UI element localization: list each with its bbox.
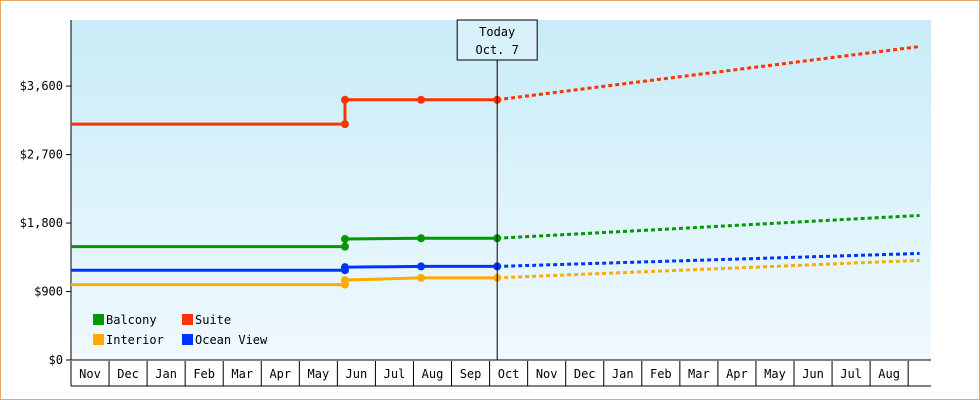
legend-label-ocean-view: Ocean View <box>195 333 268 347</box>
month-label: Jan <box>612 367 634 381</box>
month-label: Sep <box>460 367 482 381</box>
series-interior <box>71 258 920 289</box>
today-date: Oct. 7 <box>476 43 519 57</box>
legend-swatch-balcony <box>93 314 104 325</box>
today-label: Today <box>479 25 515 39</box>
data-point-suite <box>417 95 426 104</box>
month-label: Feb <box>650 367 672 381</box>
month-label: Mar <box>231 367 253 381</box>
month-label: Feb <box>193 367 215 381</box>
today-box <box>456 19 538 61</box>
series-layer <box>71 45 920 289</box>
series-projection-balcony <box>497 213 920 240</box>
legend-label-suite: Suite <box>195 313 231 327</box>
y-tick-label: $0 <box>49 353 63 367</box>
legend-swatch-ocean-view <box>182 334 193 345</box>
month-label: Dec <box>574 367 596 381</box>
month-label: Dec <box>117 367 139 381</box>
series-projection-ocean-view <box>497 251 920 268</box>
data-point-ocean-view <box>340 263 349 272</box>
month-label: Nov <box>536 367 558 381</box>
data-point-ocean-view <box>417 262 426 271</box>
month-label: Jul <box>384 367 406 381</box>
plot-area <box>71 20 931 360</box>
data-point-balcony <box>417 234 426 243</box>
legend-label-interior: Interior <box>106 333 164 347</box>
month-label: Apr <box>269 367 291 381</box>
month-label: Apr <box>726 367 748 381</box>
month-label: Nov <box>79 367 101 381</box>
axes: $0 $900 $1,800 $2,700 $3,600 Nov Dec Jan Feb Mar A… <box>20 20 931 387</box>
month-label: Jun <box>802 367 824 381</box>
month-label: Mar <box>688 367 710 381</box>
y-tick-label: $1,800 <box>20 216 63 230</box>
series-balcony <box>71 213 920 251</box>
data-point-suite <box>340 95 349 104</box>
month-label: May <box>308 367 330 381</box>
series-projection-interior <box>497 258 920 280</box>
data-point-suite <box>340 120 349 129</box>
legend: Balcony Suite Interior Ocean View <box>93 313 268 347</box>
data-point-balcony <box>340 235 349 244</box>
data-point-interior <box>417 273 426 282</box>
y-tick-label: $900 <box>34 285 63 299</box>
legend-label-balcony: Balcony <box>106 313 157 327</box>
y-tick-label: $3,600 <box>20 79 63 93</box>
y-tick-label: $2,700 <box>20 148 63 162</box>
month-label: Oct <box>498 367 520 381</box>
month-label: Aug <box>422 367 444 381</box>
today-marker: Today Oct. 7 <box>456 19 538 360</box>
legend-swatch-suite <box>182 314 193 325</box>
series-suite <box>71 45 920 129</box>
month-label: Jun <box>346 367 368 381</box>
month-label: Jan <box>155 367 177 381</box>
series-projection-suite <box>497 45 920 102</box>
month-label: Aug <box>878 367 900 381</box>
data-point-interior <box>340 276 349 285</box>
month-label: May <box>764 367 786 381</box>
data-point-balcony <box>340 242 349 251</box>
legend-swatch-interior <box>93 334 104 345</box>
month-label: Jul <box>840 367 862 381</box>
